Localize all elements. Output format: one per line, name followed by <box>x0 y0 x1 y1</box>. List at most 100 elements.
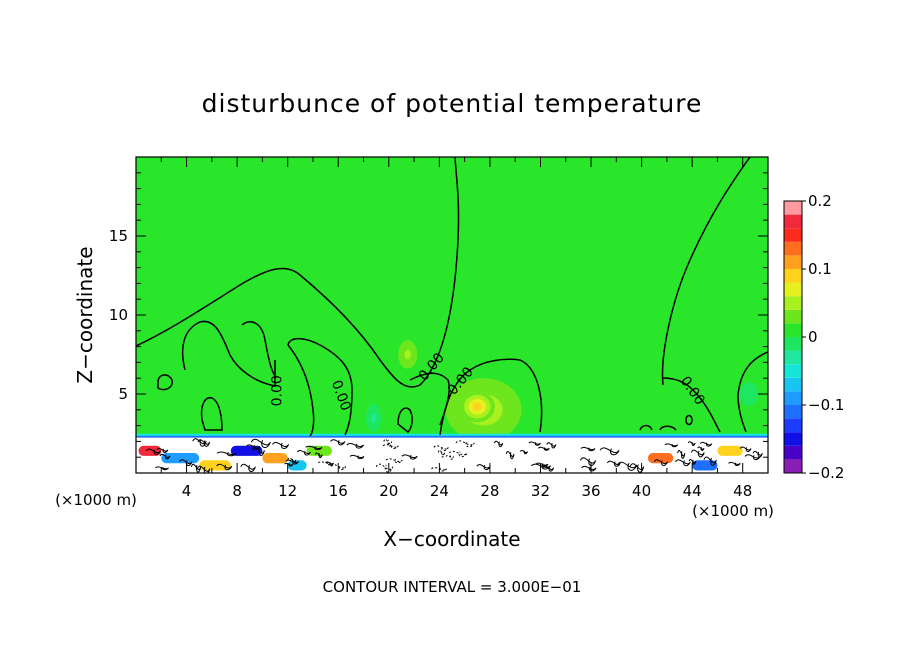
colorbar: 0.2 0.1 0 −0.1 −0.2 <box>783 192 844 482</box>
contour-line <box>439 358 543 436</box>
turbulence-contour <box>528 441 541 446</box>
x-tick-label: 44 <box>683 482 702 500</box>
colorbar-tick-label: 0 <box>808 328 818 346</box>
contour-line <box>136 157 460 388</box>
boundary-eddy <box>262 453 288 464</box>
contour-line <box>639 424 677 431</box>
contour-line <box>241 321 276 377</box>
turbulence-contour <box>546 442 557 449</box>
contour-lines <box>136 157 768 437</box>
turbulence-contour <box>579 457 597 467</box>
turbulence-contour <box>519 449 528 455</box>
x-tick-label: 16 <box>329 482 348 500</box>
colorbar-cell <box>784 201 802 215</box>
boundary-band-lower <box>136 435 768 438</box>
x-tick-label: 36 <box>581 482 600 500</box>
turbulence-contour <box>156 448 169 453</box>
x-tick-label: 48 <box>733 482 752 500</box>
colorbar-cell <box>784 269 802 283</box>
colorbar-cell <box>784 364 802 378</box>
colorbar-cell <box>784 350 802 365</box>
turbulence-contour <box>318 461 334 466</box>
turbulence-contour <box>687 441 696 446</box>
colorbar-cell <box>784 377 802 392</box>
y-tick-label: 15 <box>109 227 128 245</box>
colorbar-cell <box>784 296 802 310</box>
contour-interval-footer: CONTOUR INTERVAL = 3.000E−01 <box>323 578 582 596</box>
colorbar-cell <box>784 337 802 351</box>
turbulence-contour <box>155 466 169 471</box>
turbulence-contour <box>449 450 468 458</box>
boundary-eddy <box>717 445 743 456</box>
contour-line <box>157 374 173 391</box>
turbulence-contour <box>272 441 290 449</box>
x-tick-label: 12 <box>278 482 297 500</box>
boundary-eddy <box>199 460 231 471</box>
colorbar-tick-label: 0.1 <box>808 260 832 278</box>
turbulence-contour <box>433 445 449 452</box>
turbulence-contour <box>296 450 311 456</box>
turbulence-contour <box>285 459 300 465</box>
turbulence-contour <box>314 452 323 459</box>
colorbar-cell <box>784 459 802 473</box>
turbulence-contour <box>675 459 691 467</box>
turbulence-contour <box>690 449 705 458</box>
colorbar-cell <box>784 432 802 446</box>
turbulence-contour <box>629 463 645 473</box>
turbulence-contour <box>688 459 697 465</box>
turbulence-contour <box>349 454 365 460</box>
colorbar-cell <box>784 418 802 433</box>
x-tick-label: 28 <box>480 482 499 500</box>
turbulence-contour <box>728 461 741 466</box>
field-blob <box>472 402 482 411</box>
turbulence-contour <box>445 454 455 460</box>
contour-line <box>181 320 276 387</box>
turbulence-contour <box>505 451 515 460</box>
x-tick-label: 4 <box>182 482 192 500</box>
x-axis-label: X−coordinate <box>383 527 520 551</box>
field-blob <box>745 390 753 398</box>
contour-line <box>685 414 693 426</box>
colorbar-cell <box>784 214 802 229</box>
x-unit-right: (×1000 m) <box>692 502 774 520</box>
turbulence-contour <box>677 450 686 459</box>
turbulence-contour <box>145 448 161 455</box>
turbulence-contour <box>330 464 347 471</box>
turbulence-contour <box>739 446 752 452</box>
turbulence-contour <box>616 461 638 471</box>
turbulence-contour <box>252 447 265 457</box>
turbulence-contour <box>216 451 237 457</box>
colorbar-tick-label: −0.2 <box>808 464 844 482</box>
colorbar-ticks: 0.2 0.1 0 −0.1 −0.2 <box>802 192 844 482</box>
turbulence-contour <box>493 440 504 448</box>
turbulence-contour <box>383 438 393 447</box>
turbulence-contour <box>159 453 171 460</box>
colorbar-cell <box>784 445 802 460</box>
colorbar-cell <box>784 323 802 337</box>
turbulence-contour <box>530 463 552 470</box>
boundary-layer <box>136 433 768 473</box>
turbulence-contour <box>305 445 323 451</box>
x-unit-left: (×1000 m) <box>55 491 137 509</box>
boundary-eddy <box>161 453 200 464</box>
contour-line <box>287 337 353 437</box>
field-layer <box>363 335 762 442</box>
contour-line <box>737 351 768 433</box>
y-tick-label: 10 <box>109 306 128 324</box>
turbulence-contour <box>455 440 475 448</box>
turbulence-contour <box>581 465 597 472</box>
colorbar-cells <box>784 201 802 473</box>
chart-title: disturbunce of potential temperature <box>202 89 703 118</box>
turbulence-contour <box>190 463 202 473</box>
turbulence-contour <box>216 463 233 471</box>
turbulence-contour <box>284 462 294 467</box>
x-tick-label: 20 <box>379 482 398 500</box>
turbulence-contour <box>703 456 717 466</box>
colorbar-tick-label: −0.1 <box>808 396 844 414</box>
colorbar-cell <box>784 228 802 242</box>
field-blob <box>371 412 377 423</box>
x-tick-label: 24 <box>430 482 449 500</box>
field-blob <box>404 349 411 360</box>
x-tick-label: 40 <box>632 482 651 500</box>
